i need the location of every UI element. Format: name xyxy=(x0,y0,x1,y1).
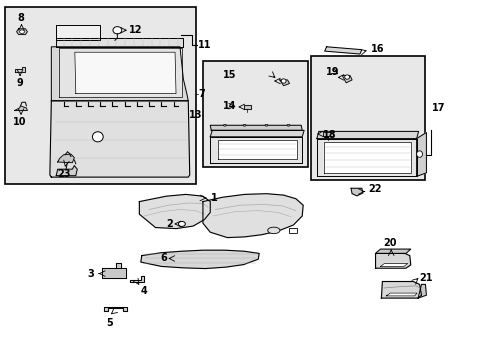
Text: 13: 13 xyxy=(188,110,202,120)
Polygon shape xyxy=(141,250,259,269)
Ellipse shape xyxy=(286,125,289,126)
Text: 21: 21 xyxy=(419,273,432,283)
Polygon shape xyxy=(417,284,426,298)
Bar xyxy=(310,56,425,180)
Polygon shape xyxy=(217,140,297,159)
Polygon shape xyxy=(56,25,100,40)
Polygon shape xyxy=(210,130,304,137)
Text: 14: 14 xyxy=(223,101,236,111)
Polygon shape xyxy=(279,80,289,86)
Text: 8: 8 xyxy=(17,13,24,23)
Text: 20: 20 xyxy=(383,238,396,248)
Bar xyxy=(288,228,297,233)
Text: 4: 4 xyxy=(141,286,147,296)
Polygon shape xyxy=(316,139,416,176)
Text: 15: 15 xyxy=(223,69,236,80)
Ellipse shape xyxy=(20,30,24,33)
Polygon shape xyxy=(50,101,189,177)
Text: 17: 17 xyxy=(431,103,445,113)
Text: 2: 2 xyxy=(165,219,172,229)
Bar xyxy=(203,61,307,167)
Text: 3: 3 xyxy=(87,269,94,279)
Polygon shape xyxy=(322,132,332,136)
Ellipse shape xyxy=(264,125,267,126)
Polygon shape xyxy=(59,48,182,97)
Text: 1: 1 xyxy=(210,193,217,203)
Polygon shape xyxy=(103,307,127,311)
Polygon shape xyxy=(203,194,303,238)
Polygon shape xyxy=(323,142,410,173)
Polygon shape xyxy=(386,293,416,296)
Polygon shape xyxy=(342,76,351,83)
Polygon shape xyxy=(17,29,27,35)
Ellipse shape xyxy=(243,125,245,126)
Bar xyxy=(5,7,195,184)
Polygon shape xyxy=(380,264,407,266)
Polygon shape xyxy=(56,166,77,176)
Ellipse shape xyxy=(281,79,285,83)
Polygon shape xyxy=(51,47,188,101)
Polygon shape xyxy=(375,249,410,253)
Text: 16: 16 xyxy=(370,44,384,54)
Polygon shape xyxy=(416,132,426,176)
Polygon shape xyxy=(243,105,251,109)
Polygon shape xyxy=(56,38,183,47)
Text: 23: 23 xyxy=(57,169,70,179)
Polygon shape xyxy=(375,253,410,268)
Ellipse shape xyxy=(267,227,279,234)
Text: 6: 6 xyxy=(160,253,166,264)
Ellipse shape xyxy=(223,125,226,126)
Polygon shape xyxy=(210,137,302,163)
Polygon shape xyxy=(58,154,74,163)
Polygon shape xyxy=(324,47,361,54)
Text: 7: 7 xyxy=(198,89,205,99)
Text: 10: 10 xyxy=(13,117,26,127)
Polygon shape xyxy=(15,106,27,111)
Polygon shape xyxy=(350,188,362,196)
Polygon shape xyxy=(102,263,126,278)
Polygon shape xyxy=(210,125,302,130)
Polygon shape xyxy=(381,282,421,298)
Polygon shape xyxy=(15,67,25,72)
Polygon shape xyxy=(139,194,210,229)
Text: 5: 5 xyxy=(106,318,113,328)
Ellipse shape xyxy=(113,27,122,34)
Polygon shape xyxy=(75,52,176,94)
Ellipse shape xyxy=(92,132,103,142)
Text: 12: 12 xyxy=(128,25,142,35)
Ellipse shape xyxy=(344,75,349,79)
Polygon shape xyxy=(130,276,144,282)
Ellipse shape xyxy=(178,221,185,226)
Text: 9: 9 xyxy=(16,78,23,88)
Text: 19: 19 xyxy=(325,67,339,77)
Ellipse shape xyxy=(416,151,422,157)
Text: 18: 18 xyxy=(323,130,336,140)
Text: 11: 11 xyxy=(198,40,211,50)
Text: 22: 22 xyxy=(368,184,382,194)
Polygon shape xyxy=(316,131,418,139)
